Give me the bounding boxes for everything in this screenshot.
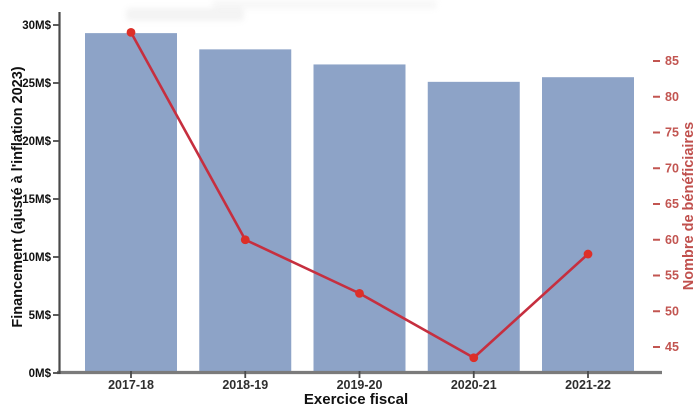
bar-2017-18 bbox=[85, 33, 177, 374]
right-axis-tick-label: 85 bbox=[665, 54, 679, 68]
left-axis-tick-label: 25M$ bbox=[22, 78, 51, 90]
right-axis-tick-label: 45 bbox=[665, 340, 679, 354]
line-point-2021-22 bbox=[583, 249, 593, 259]
left-axis-tick-label: 30M$ bbox=[22, 20, 51, 32]
bar-2020-21 bbox=[427, 81, 520, 373]
line-point-2019-20 bbox=[355, 288, 364, 298]
x-axis-tick-label: 2020-21 bbox=[451, 378, 497, 392]
x-axis-tick-label: 2021-22 bbox=[565, 378, 611, 392]
left-axis-tick-label: 15M$ bbox=[22, 194, 51, 206]
bar-2018-19 bbox=[199, 49, 292, 374]
left-axis-tick-label: 10M$ bbox=[22, 252, 51, 264]
line-point-2017-18 bbox=[126, 28, 136, 37]
line-point-2018-19 bbox=[240, 235, 250, 245]
right-axis-tick-label: 70 bbox=[665, 161, 679, 175]
right-axis-tick-label: 75 bbox=[665, 126, 679, 140]
bar-2019-20 bbox=[313, 64, 406, 373]
line-point-2020-21 bbox=[469, 353, 479, 363]
x-axis-tick-label: 2017-18 bbox=[108, 378, 154, 392]
left-axis-tick-label: 0M$ bbox=[29, 368, 52, 380]
left-axis-tick-label: 5M$ bbox=[29, 310, 52, 322]
right-axis-tick-label: 65 bbox=[665, 197, 679, 211]
right-axis-tick-label: 50 bbox=[665, 304, 679, 318]
x-axis-tick-label: 2018-19 bbox=[222, 378, 268, 392]
right-axis-tick-label: 60 bbox=[665, 233, 679, 247]
right-axis-tick-label: 80 bbox=[665, 90, 679, 104]
right-axis-tick-label: 55 bbox=[665, 269, 679, 283]
x-axis-tick-label: 2019-20 bbox=[337, 378, 383, 392]
left-axis-tick-label: 20M$ bbox=[22, 136, 51, 148]
bar-2021-22 bbox=[542, 77, 634, 373]
